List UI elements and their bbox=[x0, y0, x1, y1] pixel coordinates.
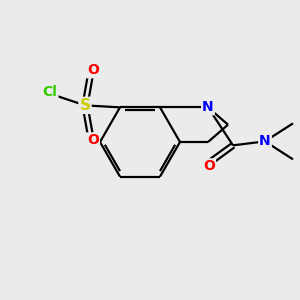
Text: N: N bbox=[202, 100, 214, 114]
Text: N: N bbox=[259, 134, 271, 148]
Text: O: O bbox=[87, 63, 99, 77]
Text: Cl: Cl bbox=[43, 85, 57, 99]
Text: O: O bbox=[203, 159, 215, 173]
Text: S: S bbox=[80, 98, 91, 113]
Text: O: O bbox=[87, 134, 99, 147]
